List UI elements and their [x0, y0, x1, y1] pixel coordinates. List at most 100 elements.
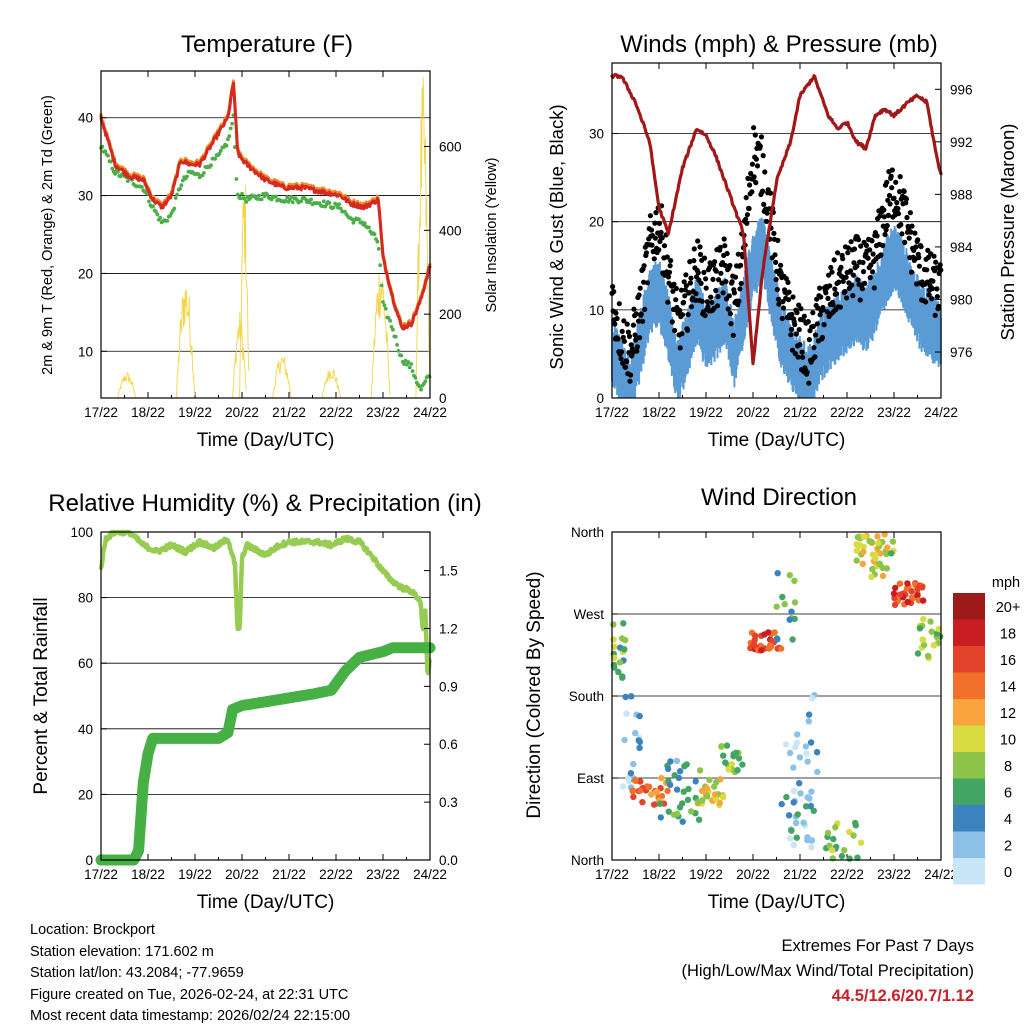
- gust-point: [865, 255, 871, 261]
- direction-panel: Wind Direction 17/22 18/22 19/22 20/22 21/22 2…: [524, 484, 1020, 913]
- y-tick-label: 10: [589, 303, 604, 318]
- gust-point: [721, 236, 727, 242]
- direction-point: [635, 737, 642, 744]
- dewpoint-point: [309, 197, 313, 202]
- gust-point: [813, 332, 819, 338]
- direction-point: [774, 636, 781, 643]
- gust-point: [722, 243, 728, 249]
- x-tick-label: 20/22: [225, 867, 259, 882]
- direction-point: [868, 538, 875, 546]
- gust-point: [682, 293, 688, 299]
- gust-point: [891, 195, 897, 201]
- gust-point: [627, 378, 633, 384]
- gust-point: [732, 274, 739, 280]
- gust-point: [736, 298, 742, 304]
- dewpoint-point: [367, 225, 371, 230]
- gust-point: [749, 161, 756, 167]
- x-tick-label: 19/22: [178, 867, 212, 882]
- gust-point: [838, 264, 844, 270]
- x-tick-label: 20/22: [736, 867, 770, 882]
- x-tick-label: 21/22: [783, 405, 817, 420]
- direction-point: [667, 781, 674, 789]
- gust-point: [763, 218, 770, 224]
- gust-point: [659, 235, 665, 241]
- direction-point: [803, 750, 810, 757]
- extremes-values: 44.5/12.6/20.7/1.12: [831, 987, 974, 1005]
- direction-point: [783, 793, 790, 801]
- x-tick-label: 22/22: [830, 405, 864, 420]
- direction-point: [881, 531, 888, 538]
- colorbar-label: 2: [1004, 839, 1012, 855]
- direction-point: [859, 560, 866, 567]
- gust-point: [860, 269, 867, 275]
- x-tick-label: 19/22: [689, 405, 723, 420]
- gust-point: [687, 280, 694, 286]
- gust-point: [618, 356, 624, 362]
- gust-point: [716, 277, 722, 283]
- gust-point: [889, 167, 895, 173]
- direction-point: [622, 636, 629, 644]
- gust-point: [738, 262, 744, 268]
- direction-point: [782, 741, 790, 748]
- y-right-tick-label: 984: [950, 240, 973, 255]
- gust-point: [883, 227, 889, 233]
- direction-point: [622, 693, 629, 701]
- gust-point: [828, 264, 834, 271]
- gust-point: [703, 285, 709, 291]
- gust-point: [685, 312, 691, 318]
- gust-point: [712, 259, 718, 265]
- colorbar-swatch: [953, 778, 985, 805]
- dewpoint-point: [202, 171, 206, 175]
- gust-point: [785, 279, 791, 285]
- gust-point: [762, 169, 768, 175]
- gust-point: [683, 272, 689, 278]
- direction-point: [914, 592, 921, 599]
- x-tick-label: 20/22: [736, 405, 770, 420]
- dewpoint-point: [257, 193, 261, 198]
- direction-point: [808, 844, 815, 851]
- direction-point: [779, 593, 786, 601]
- dewpoint-point: [103, 149, 108, 154]
- gust-point: [881, 214, 888, 220]
- gust-point: [725, 306, 731, 312]
- direction-point: [853, 541, 860, 548]
- gust-point: [835, 250, 841, 256]
- dewpoint-point: [240, 191, 244, 196]
- gust-point: [702, 312, 708, 319]
- colorbar-swatch: [953, 646, 985, 673]
- dewpoint-point: [338, 206, 343, 211]
- gust-point: [704, 299, 710, 305]
- gust-point: [727, 311, 734, 317]
- direction-point: [788, 608, 795, 615]
- gust-point: [913, 244, 919, 250]
- gust-point: [637, 335, 643, 341]
- dewpoint-point: [372, 232, 377, 237]
- dewpoint-point: [403, 358, 408, 363]
- dewpoint-point: [106, 153, 110, 158]
- gust-point: [804, 369, 810, 375]
- direction-point: [791, 599, 799, 606]
- dewpoint-point: [154, 209, 158, 214]
- gust-point: [901, 188, 907, 194]
- gust-point: [915, 237, 921, 243]
- dewpoint-point: [376, 247, 381, 251]
- gust-point: [799, 349, 805, 355]
- gust-point: [931, 253, 937, 259]
- gust-point: [797, 342, 803, 348]
- gust-point: [855, 277, 861, 283]
- x-tick-label: 24/22: [413, 867, 447, 882]
- direction-point: [696, 767, 704, 774]
- gust-point: [753, 180, 759, 186]
- gust-point: [727, 262, 733, 269]
- y-right-tick-label: 0.3: [439, 795, 458, 810]
- gust-point: [774, 286, 780, 293]
- gust-point: [761, 201, 767, 207]
- temperature-ylabel: 2m & 9m T (Red, Orange) & 2m Td (Green): [40, 95, 56, 375]
- direction-point: [872, 555, 879, 562]
- direction-point: [657, 814, 664, 821]
- gust-point: [857, 297, 863, 303]
- gust-point: [616, 301, 622, 307]
- y-tick-label: East: [577, 771, 604, 786]
- y-tick-label: 60: [78, 656, 93, 671]
- gust-point: [867, 247, 873, 253]
